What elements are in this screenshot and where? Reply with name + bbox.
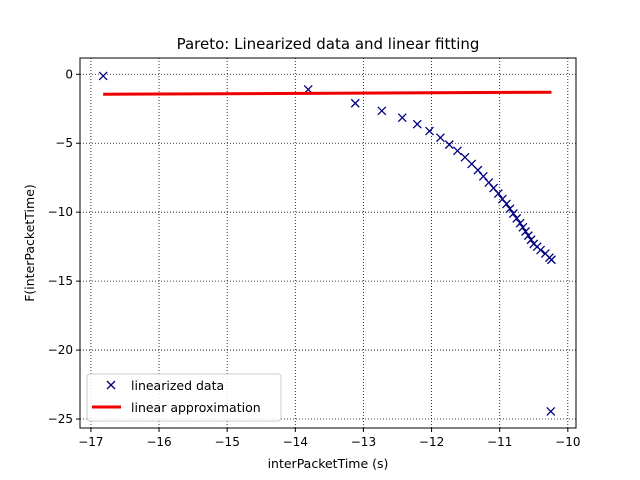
x-tick-label: −17 [78, 435, 103, 449]
plot-frame [79, 57, 577, 429]
x-tick-label: −11 [487, 435, 512, 449]
y-axis-title: F(interPacketTime) [22, 184, 37, 302]
data-point-x-marker [523, 231, 533, 241]
x-tick-label: −16 [146, 435, 171, 449]
data-point-x-marker [536, 245, 546, 255]
data-point-x-marker [493, 189, 503, 199]
legend-marker-linearized-data [106, 380, 116, 390]
x-axis-title: interPacketTime (s) [268, 456, 389, 471]
chart-title: Pareto: Linearized data and linear fitti… [177, 35, 480, 53]
y-tick-label: −10 [48, 205, 73, 219]
y-tick-label: −15 [48, 274, 73, 288]
data-point-x-marker [412, 119, 422, 129]
data-point-x-marker [460, 152, 470, 162]
x-tick-label: −12 [419, 435, 444, 449]
data-point-x-marker [350, 98, 360, 108]
data-point-x-marker [377, 106, 387, 116]
x-tick-label: −15 [215, 435, 240, 449]
data-point-x-marker [547, 255, 556, 265]
data-point-x-marker [425, 126, 434, 136]
data-point-x-marker [521, 227, 531, 236]
data-point-x-marker [98, 71, 108, 81]
y-tick-label: −5 [55, 136, 73, 150]
data-point-x-marker [444, 140, 454, 150]
grid-lines [80, 58, 576, 428]
legend-label-linear-approximation: linear approximation [131, 400, 261, 415]
legend-label-linearized-data: linearized data [131, 378, 224, 393]
x-tick-label: −10 [555, 435, 580, 449]
linear-approximation-line [103, 90, 552, 96]
legend-box [86, 373, 282, 422]
y-tick-label: −25 [48, 412, 73, 426]
data-point-x-marker [518, 222, 528, 232]
data-point-x-marker [508, 209, 518, 219]
data-point-x-marker [515, 218, 525, 228]
y-tick-label: −20 [48, 343, 73, 357]
axis-ticks: −17 −16 −15 −14 −13 −12 −11 −10 0 −5 −10 −15 −20 −25 [48, 67, 581, 449]
data-point-x-marker [512, 213, 522, 223]
data-point-x-marker [505, 204, 515, 214]
data-point-x-marker [502, 199, 511, 209]
data-point-x-marker [435, 133, 445, 143]
x-tick-label: −13 [351, 435, 376, 449]
data-point-x-marker [452, 146, 462, 156]
data-point-x-marker [397, 113, 407, 123]
data-point-x-marker [546, 406, 556, 416]
x-tick-label: −14 [283, 435, 308, 449]
y-tick-label: 0 [65, 67, 73, 81]
legend: linearized data linear approximation [86, 373, 282, 422]
plot-series [98, 71, 556, 416]
